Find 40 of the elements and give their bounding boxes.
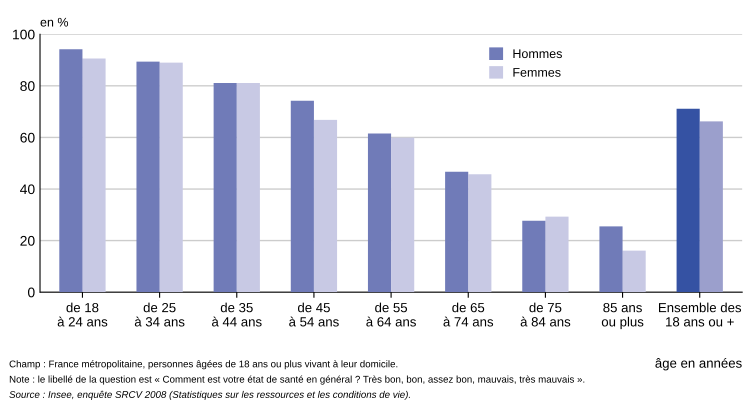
- y-axis-title: en %: [40, 18, 68, 27]
- bar: [676, 108, 700, 292]
- x-tick-label: de 55 à 64 ans: [366, 302, 416, 326]
- y-tick-label: 80: [20, 81, 35, 92]
- x-tick-label: de 75 à 84 ans: [520, 302, 570, 326]
- bar: [59, 49, 82, 292]
- y-tick-label: 40: [20, 184, 35, 194]
- bar: [391, 138, 414, 292]
- legend-label: Femmes: [513, 68, 561, 77]
- bar: [545, 216, 569, 292]
- text: Note : le libellé de la question est « Comment est votre état de santé en général ? Très bon, bon, assez bon, mauvais, très mauvais ».: [10, 375, 584, 385]
- legend-label: Hommes: [513, 49, 562, 58]
- x-tick-label: de 65 à 74 ans: [444, 302, 494, 326]
- bar: [290, 100, 314, 292]
- bar: [445, 172, 468, 292]
- bar: [214, 83, 237, 292]
- bar: [314, 120, 338, 292]
- source-note: Source : Insee, enquête SRCV 2008 (Statistiques sur les ressources et les conditions de vie).: [9, 390, 410, 400]
- bar: [82, 58, 106, 292]
- bar: [468, 174, 492, 292]
- bar: [136, 62, 160, 292]
- x-tick-label: de 18 à 24 ans: [58, 302, 108, 326]
- y-tick-label: 100: [13, 30, 35, 40]
- bar: [236, 83, 260, 292]
- y-tick-label: 0: [28, 288, 35, 298]
- bar: [160, 62, 183, 292]
- bar: [599, 226, 623, 292]
- bar: [368, 134, 392, 292]
- x-tick-label: de 25 à 34 ans: [134, 302, 184, 326]
- bar: [622, 250, 646, 292]
- y-tick-label: 20: [20, 236, 35, 246]
- x-tick-label: de 35 à 44 ans: [212, 302, 262, 326]
- bar: [700, 121, 723, 292]
- x-axis-title: âge en années: [655, 358, 742, 370]
- x-tick-label: Ensemble des 18 ans ou +: [659, 302, 742, 326]
- x-tick-label: 85 ans ou plus: [602, 302, 644, 330]
- bar: [522, 220, 546, 292]
- y-tick-label: 60: [20, 132, 35, 143]
- x-tick-label: de 45 à 54 ans: [289, 302, 339, 326]
- text: Champ : France métropolitaine, personnes âgées de 18 ans ou plus vivant à leur domicile.: [10, 360, 398, 370]
